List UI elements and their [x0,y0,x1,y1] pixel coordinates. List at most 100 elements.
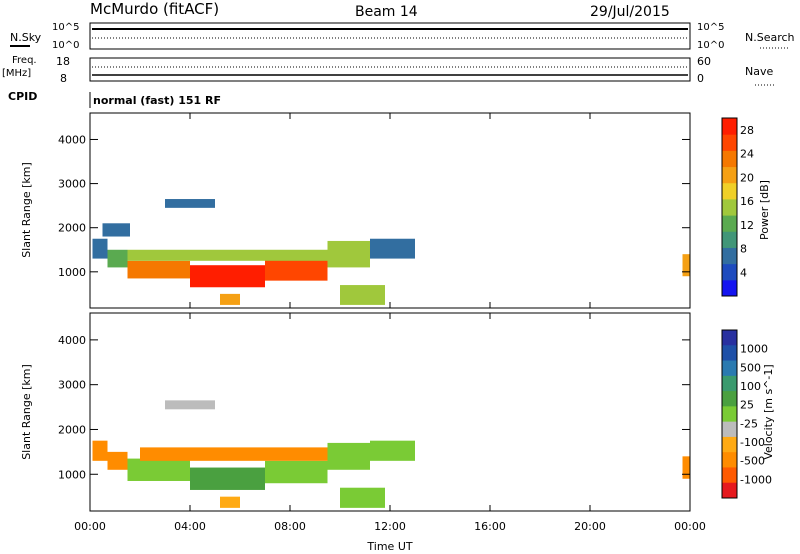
station-title: McMurdo (fitACF) [90,0,219,18]
x-tick-labels: 00:00 04:00 08:00 12:00 16:00 20:00 00:00 [74,520,706,533]
velocity-panel-frame [89,312,691,512]
power-echo-region [107,249,128,268]
power-colorbar-segment [722,198,737,216]
velocity-colorbar-tick: 500 [740,361,761,374]
x-tick-label: 12:00 [374,520,406,533]
velocity-colorbar-segment [722,330,737,346]
power-echo-region [220,293,240,305]
velocity-echo-region [220,496,240,508]
power-colorbar-label: Power [dB] [758,180,771,240]
power-echo-region [127,249,328,261]
nave-label: Nave [745,65,773,78]
power-colorbar-tick: 20 [740,171,754,184]
date-title: 29/Jul/2015 [590,4,670,20]
nsearch-label: N.Search [745,31,795,44]
power-colorbar-segment [722,263,737,281]
power-panel-frame [89,112,691,309]
y-tick-label: 4000 [58,334,86,347]
freq-trace [92,66,688,76]
velocity-echo-region [682,456,690,479]
nsky-tick-top: 10^5 [52,22,79,33]
x-tick-label: 00:00 [74,520,106,533]
velocity-colorbar-label: Velocity [m s^-1] [762,364,775,459]
velocity-colorbar-tick: -100 [740,436,765,449]
cpid-label: CPID [8,90,37,103]
power-colorbar-tick: 24 [740,148,754,161]
y-tick-label: 2000 [58,222,86,235]
cpid-value: normal (fast) 151 RF [93,94,221,107]
power-colorbar-segment [722,118,737,135]
velocity-echo-region [107,451,128,470]
velocity-colorbar-segment [722,391,737,407]
power-echo-region [165,199,215,208]
velocity-echo-region [140,447,328,461]
velocity-colorbar-frame [721,329,738,499]
x-axis-label: Time UT [366,540,412,553]
velocity-colorbar-segment [722,467,737,484]
y-tick-label: 1000 [58,266,86,279]
velocity-colorbar-segment [722,345,737,362]
freq-unit: [MHz] [2,68,31,79]
nsky-trace [92,28,688,39]
power-colorbar-tick: 16 [740,195,754,208]
power-echo-region [370,238,415,259]
x-tick-label: 08:00 [274,520,306,533]
power-colorbar: 4 8 12 16 20 24 28 [721,117,754,297]
velocity-colorbar-segment [722,360,737,377]
nave-tick-bottom: 0 [697,72,704,85]
power-echo-region [265,258,328,281]
power-colorbar-segment [722,150,737,168]
power-colorbar-tick: 8 [740,243,747,256]
beam-title: Beam 14 [355,4,418,20]
freq-tick-top: 18 [56,55,70,68]
power-echo-region [92,238,108,259]
velocity-colorbar-tick: 100 [740,380,761,393]
power-echo-region [340,285,385,305]
power-echo-region [190,265,265,288]
power-echo-region [102,223,130,237]
velocity-colorbar-segment [722,436,737,453]
velocity-colorbar-tick: -500 [740,455,765,468]
velocity-colorbar-tick: -1000 [740,473,772,486]
velocity-colorbar-segment [722,375,737,392]
velocity-colorbar-segment [722,406,737,423]
nsky-label: N.Sky [10,31,42,44]
x-tick-label: 04:00 [174,520,206,533]
y-tick-label: 3000 [58,178,86,191]
velocity-colorbar-segment [722,452,737,468]
power-colorbar-segment [722,166,737,184]
power-colorbar-frame [721,117,738,297]
velocity-echo-region [127,458,190,481]
velocity-colorbar-segment [722,421,737,438]
velocity-colorbar-tick: 25 [740,399,754,412]
velocity-echo-region [327,442,370,470]
velocity-colorbar-tick: -25 [740,417,758,430]
velocity-colorbar-segment [722,482,737,499]
y-tick-label: 1000 [58,468,86,481]
nave-tick-top: 60 [697,55,711,68]
velocity-echo-region [265,460,328,484]
power-colorbar-tick: 4 [740,266,747,279]
velocity-echo-region [165,400,215,410]
power-colorbar-segment [722,215,737,232]
x-tick-label: 20:00 [574,520,606,533]
freq-tick-bottom: 8 [60,72,67,85]
power-colorbar-tick: 28 [740,124,754,137]
power-colorbar-tick: 12 [740,219,754,232]
power-panel: 1000 2000 3000 4000 [58,112,691,309]
power-colorbar-segment [722,279,737,297]
velocity-echo-region [92,440,108,461]
freq-label: Freq. [12,55,37,66]
nsearch-tick-bottom: 10^0 [697,40,724,51]
velocity-echo-region [190,467,265,490]
freq-panel-frame [89,57,691,82]
power-echo-region [682,254,690,277]
y-tick-label: 3000 [58,379,86,392]
velocity-panel: 1000 2000 3000 4000 [58,312,691,512]
velocity-colorbar-tick: 1000 [740,343,768,356]
y-tick-label: 4000 [58,133,86,146]
x-tick-label: 16:00 [474,520,506,533]
power-echo-region [327,240,370,268]
power-echo-region [127,260,190,279]
